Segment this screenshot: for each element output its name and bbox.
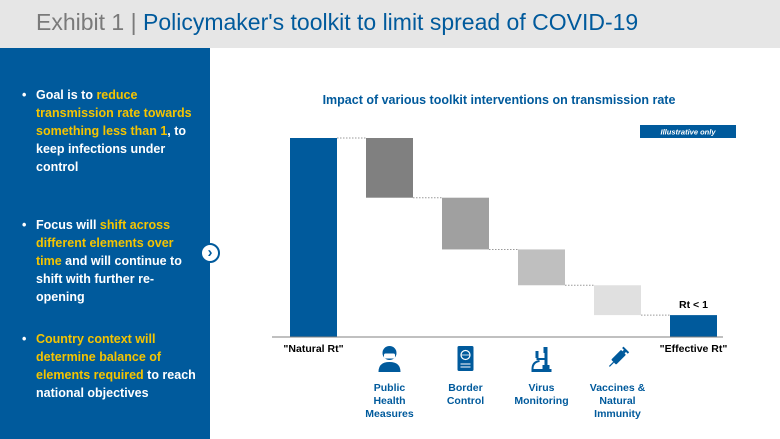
microscope-icon [531, 347, 552, 372]
category-label: Public Health Measures [365, 382, 414, 420]
bullet-segment: Goal is to [36, 88, 97, 102]
masked-person-icon [378, 346, 401, 372]
bar-step [518, 249, 565, 286]
badge-background [640, 125, 736, 138]
bar-effective-rt [670, 315, 717, 337]
sidebar-bullet-focus: • Focus will shift across different elem… [22, 216, 197, 306]
bar-natural-rt [290, 138, 337, 337]
passport-icon [457, 346, 474, 371]
category-label: "Effective Rt" [660, 343, 728, 355]
sidebar-bullet-context: • Country context will determine balance… [22, 330, 197, 402]
bullet-text: Goal is to reduce transmission rate towa… [36, 86, 197, 176]
bullet-segment: Focus will [36, 218, 100, 232]
bullet-highlight: Country context will determine balance o… [36, 332, 162, 382]
category-label: "Natural Rt" [283, 343, 343, 355]
exhibit-title: Policymaker's toolkit to limit spread of… [142, 9, 639, 35]
category-label: Border Control [447, 382, 484, 407]
badge-label: Illustrative only [660, 128, 716, 137]
bullet-highlight: reduce transmission rate towards somethi… [36, 88, 192, 138]
sidebar-bullet-goal: • Goal is to reduce transmission rate to… [22, 86, 197, 176]
waterfall-chart: Impact of various toolkit interventions … [272, 93, 736, 420]
bar-step [366, 138, 413, 198]
exhibit-number: Exhibit 1 [36, 9, 125, 35]
bar-step [594, 285, 641, 316]
bullet-highlight: shift across different elements over tim… [36, 218, 174, 268]
bullet-dot: • [22, 88, 27, 102]
bullet-text: Focus will shift across different elemen… [36, 216, 197, 306]
illustrative-badge: Illustrative only [640, 125, 736, 138]
title-separator: | [130, 9, 137, 35]
annotation-rt-below-one: Rt < 1 [679, 299, 708, 311]
bar-step [442, 197, 489, 250]
sidebar-panel: • Goal is to reduce transmission rate to… [0, 48, 210, 439]
bullet-dot: • [22, 218, 27, 232]
bullet-segment: and will continue to shift with further … [36, 254, 182, 304]
syringe-icon [608, 346, 630, 367]
bullet-text: Country context will determine balance o… [36, 330, 197, 402]
bullet-segment: to reach national objectives [36, 368, 196, 400]
bullet-dot: • [22, 332, 27, 346]
category-label: Virus Monitoring [514, 382, 568, 407]
page-title: Exhibit 1 | Policymaker's toolkit to lim… [36, 9, 638, 36]
next-arrow-button[interactable]: › [200, 243, 220, 263]
chart-title: Impact of various toolkit interventions … [323, 93, 676, 107]
bullet-segment: , to keep infections under control [36, 124, 187, 174]
header-bar: Exhibit 1 | Policymaker's toolkit to lim… [0, 0, 780, 48]
category-label: Vaccines & Natural Immunity [590, 382, 646, 420]
